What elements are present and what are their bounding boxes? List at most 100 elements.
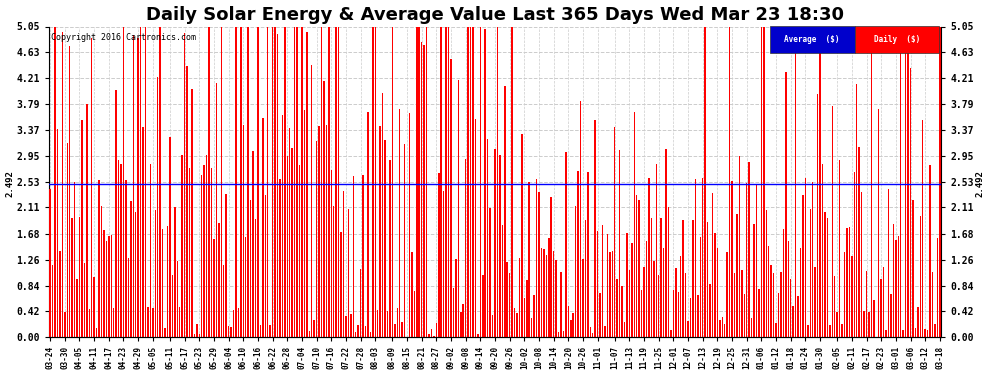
Bar (384, 140, 386, 337)
Bar (223, 265, 225, 337)
Bar (743, 294, 745, 337)
Bar (482, 274, 483, 337)
Bar (54, 27, 55, 337)
Bar (539, 192, 540, 337)
Bar (655, 164, 657, 337)
Bar (812, 182, 814, 337)
Bar (658, 275, 659, 337)
Bar (873, 300, 874, 337)
Bar (116, 90, 117, 337)
Bar (74, 182, 75, 337)
Bar (252, 151, 253, 337)
Bar (634, 112, 635, 337)
Bar (602, 225, 603, 337)
Bar (79, 217, 80, 337)
Bar (236, 27, 237, 337)
Bar (429, 333, 430, 337)
Bar (521, 134, 523, 337)
Bar (900, 27, 902, 337)
Bar (51, 266, 53, 337)
Bar (553, 251, 554, 337)
Bar (291, 148, 293, 337)
Bar (614, 128, 616, 337)
Bar (194, 334, 195, 337)
Bar (438, 173, 440, 337)
Bar (863, 310, 865, 337)
Bar (785, 72, 787, 337)
Bar (932, 272, 934, 337)
Bar (279, 178, 280, 337)
Bar (487, 139, 488, 337)
Bar (617, 279, 618, 337)
Bar (739, 156, 741, 337)
Bar (186, 66, 188, 337)
Bar (712, 193, 713, 337)
Bar (922, 120, 924, 337)
Bar (560, 272, 561, 337)
Text: Copyright 2016 Cartronics.com: Copyright 2016 Cartronics.com (50, 33, 196, 42)
Bar (680, 256, 681, 337)
Bar (171, 275, 173, 337)
Bar (123, 27, 124, 337)
Bar (465, 159, 466, 337)
Bar (233, 310, 235, 337)
Bar (729, 27, 731, 337)
Bar (228, 326, 230, 337)
Bar (820, 27, 821, 337)
Bar (426, 27, 428, 337)
Bar (206, 155, 207, 337)
Bar (455, 259, 456, 337)
Bar (707, 222, 709, 337)
Bar (359, 269, 361, 337)
Bar (619, 150, 621, 337)
Bar (96, 328, 97, 337)
Bar (61, 32, 63, 337)
Bar (582, 259, 584, 337)
Bar (372, 27, 373, 337)
Bar (868, 312, 869, 337)
Bar (409, 113, 410, 337)
Bar (834, 276, 836, 337)
Bar (103, 230, 105, 337)
Bar (755, 185, 757, 337)
Bar (925, 329, 926, 337)
Bar (157, 77, 158, 337)
Bar (839, 160, 841, 337)
Bar (590, 327, 591, 337)
Bar (294, 27, 295, 337)
Bar (765, 210, 767, 337)
Bar (760, 27, 762, 337)
Bar (853, 172, 855, 337)
Bar (612, 251, 613, 337)
Bar (687, 321, 689, 337)
Bar (854, 27, 940, 53)
Bar (920, 216, 921, 337)
Bar (780, 272, 782, 337)
Bar (917, 307, 919, 337)
Bar (770, 264, 772, 337)
Bar (161, 228, 163, 337)
Bar (898, 236, 899, 337)
Bar (133, 34, 134, 337)
Bar (494, 150, 496, 337)
Bar (903, 330, 904, 337)
Bar (888, 189, 889, 337)
Bar (650, 218, 652, 337)
Bar (710, 284, 711, 337)
Bar (702, 178, 704, 337)
Bar (254, 219, 256, 337)
Bar (531, 318, 533, 337)
Bar (457, 80, 459, 337)
Bar (597, 231, 598, 337)
Bar (347, 209, 349, 337)
Bar (203, 165, 205, 337)
Bar (629, 270, 631, 337)
Bar (341, 232, 342, 337)
Bar (218, 223, 220, 337)
Bar (639, 200, 640, 337)
Bar (289, 128, 290, 337)
Bar (450, 59, 451, 337)
Bar (269, 325, 271, 337)
Bar (545, 255, 547, 337)
Bar (56, 129, 58, 337)
